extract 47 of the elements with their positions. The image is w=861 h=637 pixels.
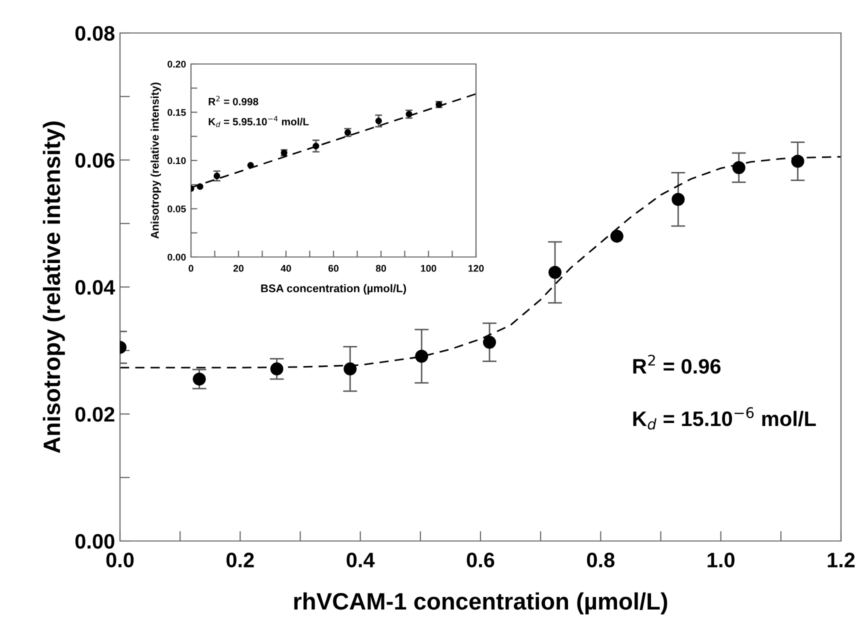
point — [791, 154, 804, 168]
y-tick-label: 0.08 — [75, 26, 115, 41]
annotation: K$_{d}$ = 15.10$^{−6}$ mol/L — [633, 407, 816, 430]
x-tick-label: 100 — [421, 264, 436, 272]
point — [610, 230, 624, 243]
point — [732, 161, 746, 174]
x-tick-label: 0.2 — [226, 552, 254, 568]
point — [214, 172, 220, 180]
y-axis-title: Anisotropy (relative intensity) — [42, 122, 65, 454]
point — [672, 192, 685, 206]
point — [312, 142, 320, 150]
x-axis-title: rhVCAM-1 concentration (µmol/L) — [294, 592, 668, 614]
x-tick-label: 0.0 — [106, 552, 134, 568]
y-tick-label: 0.02 — [75, 407, 114, 422]
annotation: K$_{d}$ = 5.95.10$^{−4}$ mol/L — [208, 116, 309, 128]
point — [548, 266, 562, 279]
point — [247, 162, 254, 169]
x-tick-label: 120 — [468, 264, 484, 272]
point — [415, 350, 428, 363]
y-tick-label: 0.05 — [168, 205, 186, 212]
annotation: R$^{2}$ = 0.96 — [633, 354, 721, 374]
y-tick-label: 0.10 — [168, 157, 186, 164]
y-tick-label: 0.00 — [168, 254, 186, 261]
y-axis-title: Anisotropy (relative intensity) — [150, 82, 161, 239]
x-tick-label: 1.2 — [828, 552, 855, 568]
point — [375, 118, 382, 124]
annotation: R$^{2}$ = 0.998 — [208, 96, 258, 106]
x-tick-label: 0.4 — [346, 552, 375, 568]
x-tick-label: 80 — [376, 264, 386, 272]
x-tick-label: 40 — [280, 264, 292, 272]
x-tick-label: 0.6 — [466, 552, 494, 568]
point — [196, 183, 204, 190]
x-tick-label: 0 — [188, 264, 194, 272]
y-tick-label: 0.04 — [75, 280, 116, 295]
point — [270, 362, 284, 376]
x-tick-label: 60 — [328, 264, 339, 272]
point — [344, 362, 357, 376]
x-tick-label: 1.0 — [708, 552, 734, 568]
x-tick-label: 0.8 — [587, 552, 615, 568]
point — [483, 336, 496, 349]
y-tick-label: 0.00 — [75, 534, 114, 549]
y-tick-label: 0.20 — [168, 60, 186, 68]
x-tick-label: 20 — [233, 264, 244, 272]
point — [192, 372, 206, 386]
y-tick-label: 0.15 — [168, 108, 186, 116]
y-tick-label: 0.06 — [75, 153, 114, 168]
x-axis-title: BSA concentration (µmol/L) — [261, 284, 406, 294]
